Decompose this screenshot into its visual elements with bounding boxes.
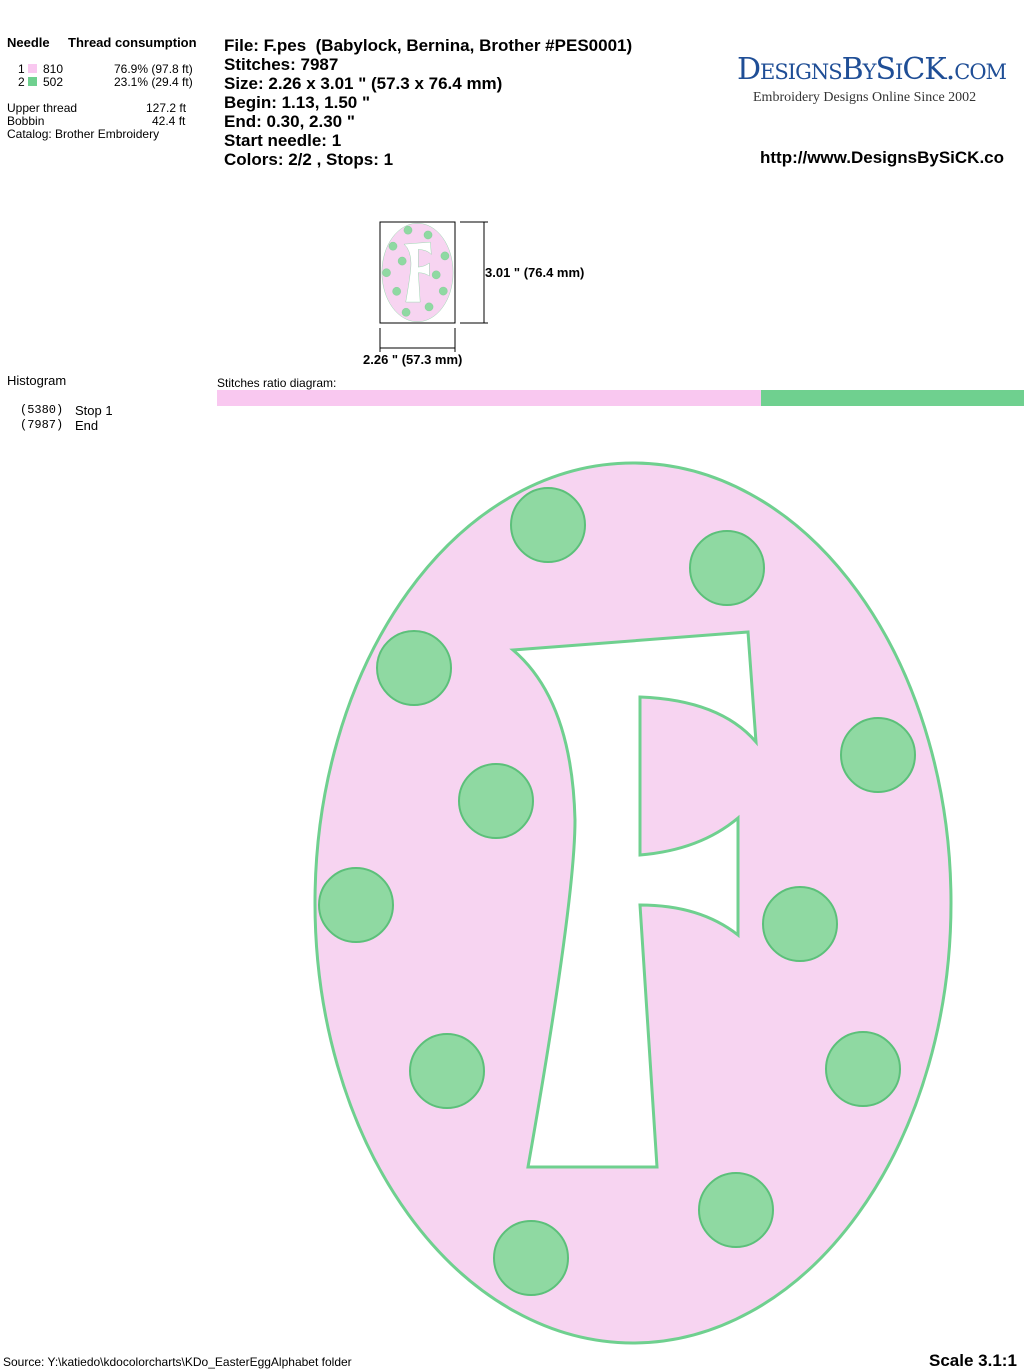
ratio-bar xyxy=(217,390,1024,406)
consumption: 23.1% (29.4 ft) xyxy=(114,75,193,89)
info-line: Size: 2.26 x 3.01 " (57.3 x 76.4 mm) xyxy=(224,74,503,93)
needle-swatch xyxy=(28,64,37,73)
ratio-title: Stitches ratio diagram: xyxy=(217,376,337,390)
header-consumption: Thread consumption xyxy=(68,35,197,50)
histogram-label: End xyxy=(75,418,99,433)
info-line: End: 0.30, 2.30 " xyxy=(224,112,355,131)
thread-value: 127.2 ft xyxy=(146,101,187,115)
needle-swatch xyxy=(28,77,37,86)
histogram-count: (5380) xyxy=(20,403,64,417)
thread-label: Upper thread xyxy=(7,101,78,115)
info-line: Colors: 2/2 , Stops: 1 xyxy=(224,150,394,169)
dimension-lines xyxy=(379,221,488,352)
thread-code: 810 xyxy=(43,62,64,76)
preview-box xyxy=(379,221,456,324)
thread-label: Bobbin xyxy=(7,114,45,128)
histogram-label: Stop 1 xyxy=(75,403,113,418)
consumption: 76.9% (97.8 ft) xyxy=(114,62,193,76)
footer-scale: Scale 3.1:1 xyxy=(929,1351,1017,1370)
needle-number: 1 xyxy=(18,62,25,76)
catalog: Catalog: Brother Embroidery xyxy=(7,127,160,141)
logo-title: DesignsBySiCK.com xyxy=(737,52,1007,87)
ratio-segment xyxy=(217,390,761,406)
histogram-title: Histogram xyxy=(7,373,67,388)
height-label: 3.01 " (76.4 mm) xyxy=(485,265,585,280)
ratio-segment xyxy=(760,390,1024,406)
width-label: 2.26 " (57.3 mm) xyxy=(363,352,463,367)
header-needle: Needle xyxy=(7,35,50,50)
info-line: File: F.pes (Babylock, Bernina, Brother … xyxy=(224,36,633,55)
design-preview xyxy=(381,223,454,322)
histogram-count: (7987) xyxy=(20,418,64,432)
info-line: Start needle: 1 xyxy=(224,131,342,150)
needle-number: 2 xyxy=(18,75,25,89)
thread-code: 502 xyxy=(43,75,64,89)
logo-tagline: Embroidery Designs Online Since 2002 xyxy=(753,90,977,105)
file-info: File: F.pes (Babylock, Bernina, Brother … xyxy=(224,36,632,169)
design-large xyxy=(313,461,953,1345)
info-line: Begin: 1.13, 1.50 " xyxy=(224,93,371,112)
info-line: Stitches: 7987 xyxy=(224,55,339,74)
url: http://www.DesignsBySiCK.co xyxy=(760,148,1005,167)
thread-value: 42.4 ft xyxy=(152,114,186,128)
footer-source: Source: Y:\katiedo\kdocolorcharts\KDo_Ea… xyxy=(3,1355,352,1369)
